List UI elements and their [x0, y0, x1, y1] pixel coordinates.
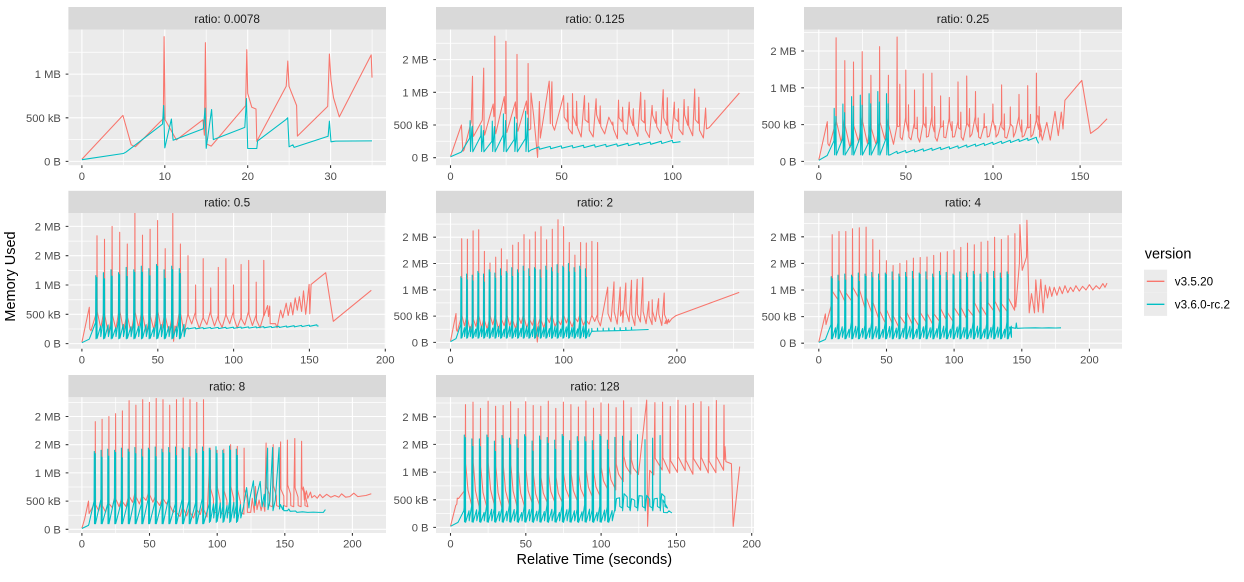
svg-text:2 MB: 2 MB — [35, 440, 61, 452]
svg-text:v3.5.20: v3.5.20 — [1175, 276, 1214, 289]
svg-text:0 B: 0 B — [44, 339, 61, 351]
svg-text:2 MB: 2 MB — [402, 232, 428, 244]
svg-text:ratio: 8: ratio: 8 — [209, 380, 246, 394]
svg-text:0 B: 0 B — [780, 338, 797, 350]
svg-text:0 B: 0 B — [412, 337, 429, 349]
svg-text:v3.6.0-rc.2: v3.6.0-rc.2 — [1175, 299, 1230, 312]
svg-text:2 MB: 2 MB — [770, 258, 796, 270]
svg-text:150: 150 — [1071, 171, 1090, 183]
svg-text:Relative Time (seconds): Relative Time (seconds) — [517, 552, 673, 568]
svg-text:500 kB: 500 kB — [26, 309, 61, 321]
svg-text:ratio: 0.125: ratio: 0.125 — [565, 12, 624, 26]
svg-text:100: 100 — [208, 539, 227, 551]
svg-text:150: 150 — [1012, 354, 1031, 366]
svg-text:500 kB: 500 kB — [394, 311, 429, 323]
svg-text:2 MB: 2 MB — [402, 439, 428, 451]
svg-text:50: 50 — [143, 539, 155, 551]
svg-text:100: 100 — [224, 354, 243, 366]
svg-text:ratio: 4: ratio: 4 — [945, 195, 982, 209]
svg-text:0: 0 — [447, 354, 453, 366]
svg-text:1 MB: 1 MB — [35, 280, 61, 292]
svg-text:2 MB: 2 MB — [35, 251, 61, 263]
svg-text:200: 200 — [343, 539, 362, 551]
svg-text:50: 50 — [555, 171, 567, 183]
svg-text:ratio: 0.5: ratio: 0.5 — [204, 195, 250, 209]
svg-text:1 MB: 1 MB — [35, 468, 61, 480]
svg-text:1 MB: 1 MB — [770, 83, 796, 95]
svg-text:30: 30 — [324, 171, 336, 183]
svg-text:100: 100 — [984, 171, 1003, 183]
svg-text:0 B: 0 B — [412, 522, 429, 534]
svg-text:100: 100 — [663, 171, 682, 183]
svg-text:0 B: 0 B — [412, 153, 429, 165]
svg-text:150: 150 — [300, 354, 319, 366]
svg-text:50: 50 — [880, 354, 892, 366]
svg-text:ratio: 128: ratio: 128 — [570, 380, 620, 394]
svg-text:500 kB: 500 kB — [26, 496, 61, 508]
svg-text:2 MB: 2 MB — [402, 55, 428, 67]
svg-text:50: 50 — [152, 354, 164, 366]
svg-text:2 MB: 2 MB — [35, 412, 61, 424]
svg-text:0: 0 — [816, 354, 822, 366]
svg-text:500 kB: 500 kB — [762, 120, 797, 132]
svg-text:500 kB: 500 kB — [394, 495, 429, 507]
svg-text:ratio: 2: ratio: 2 — [577, 195, 613, 209]
svg-text:0 B: 0 B — [44, 156, 61, 168]
svg-text:1 MB: 1 MB — [35, 69, 61, 81]
svg-text:2 MB: 2 MB — [770, 232, 796, 244]
svg-text:2 MB: 2 MB — [35, 221, 61, 233]
svg-text:0: 0 — [816, 171, 822, 183]
svg-text:200: 200 — [1080, 354, 1099, 366]
svg-text:500 kB: 500 kB — [762, 312, 797, 324]
svg-text:0: 0 — [447, 171, 453, 183]
svg-text:2 MB: 2 MB — [402, 259, 428, 271]
svg-text:20: 20 — [241, 171, 253, 183]
svg-text:0: 0 — [79, 354, 85, 366]
svg-text:50: 50 — [520, 539, 532, 551]
svg-text:1 MB: 1 MB — [770, 285, 796, 297]
svg-text:Memory Used: Memory Used — [3, 231, 19, 321]
svg-text:0 B: 0 B — [44, 524, 61, 536]
svg-text:100: 100 — [945, 354, 964, 366]
svg-text:0: 0 — [79, 171, 85, 183]
svg-text:1 MB: 1 MB — [402, 285, 428, 297]
svg-text:100: 100 — [554, 354, 573, 366]
svg-text:500 kB: 500 kB — [394, 120, 429, 132]
svg-text:0: 0 — [447, 539, 453, 551]
svg-text:150: 150 — [667, 539, 686, 551]
svg-text:ratio: 0.0078: ratio: 0.0078 — [194, 12, 260, 26]
svg-text:150: 150 — [275, 539, 294, 551]
svg-text:ratio: 0.25: ratio: 0.25 — [937, 12, 990, 26]
svg-text:0: 0 — [79, 539, 85, 551]
svg-text:version: version — [1145, 247, 1192, 263]
svg-text:50: 50 — [900, 171, 912, 183]
svg-text:1 MB: 1 MB — [402, 87, 428, 99]
svg-text:200: 200 — [376, 354, 395, 366]
svg-text:200: 200 — [668, 354, 687, 366]
svg-text:2 MB: 2 MB — [402, 412, 428, 424]
svg-text:500 kB: 500 kB — [26, 113, 61, 125]
svg-text:10: 10 — [159, 171, 171, 183]
svg-text:1 MB: 1 MB — [402, 467, 428, 479]
svg-text:0 B: 0 B — [780, 156, 797, 168]
svg-text:100: 100 — [592, 539, 611, 551]
svg-text:2 MB: 2 MB — [770, 46, 796, 58]
svg-text:200: 200 — [742, 539, 761, 551]
